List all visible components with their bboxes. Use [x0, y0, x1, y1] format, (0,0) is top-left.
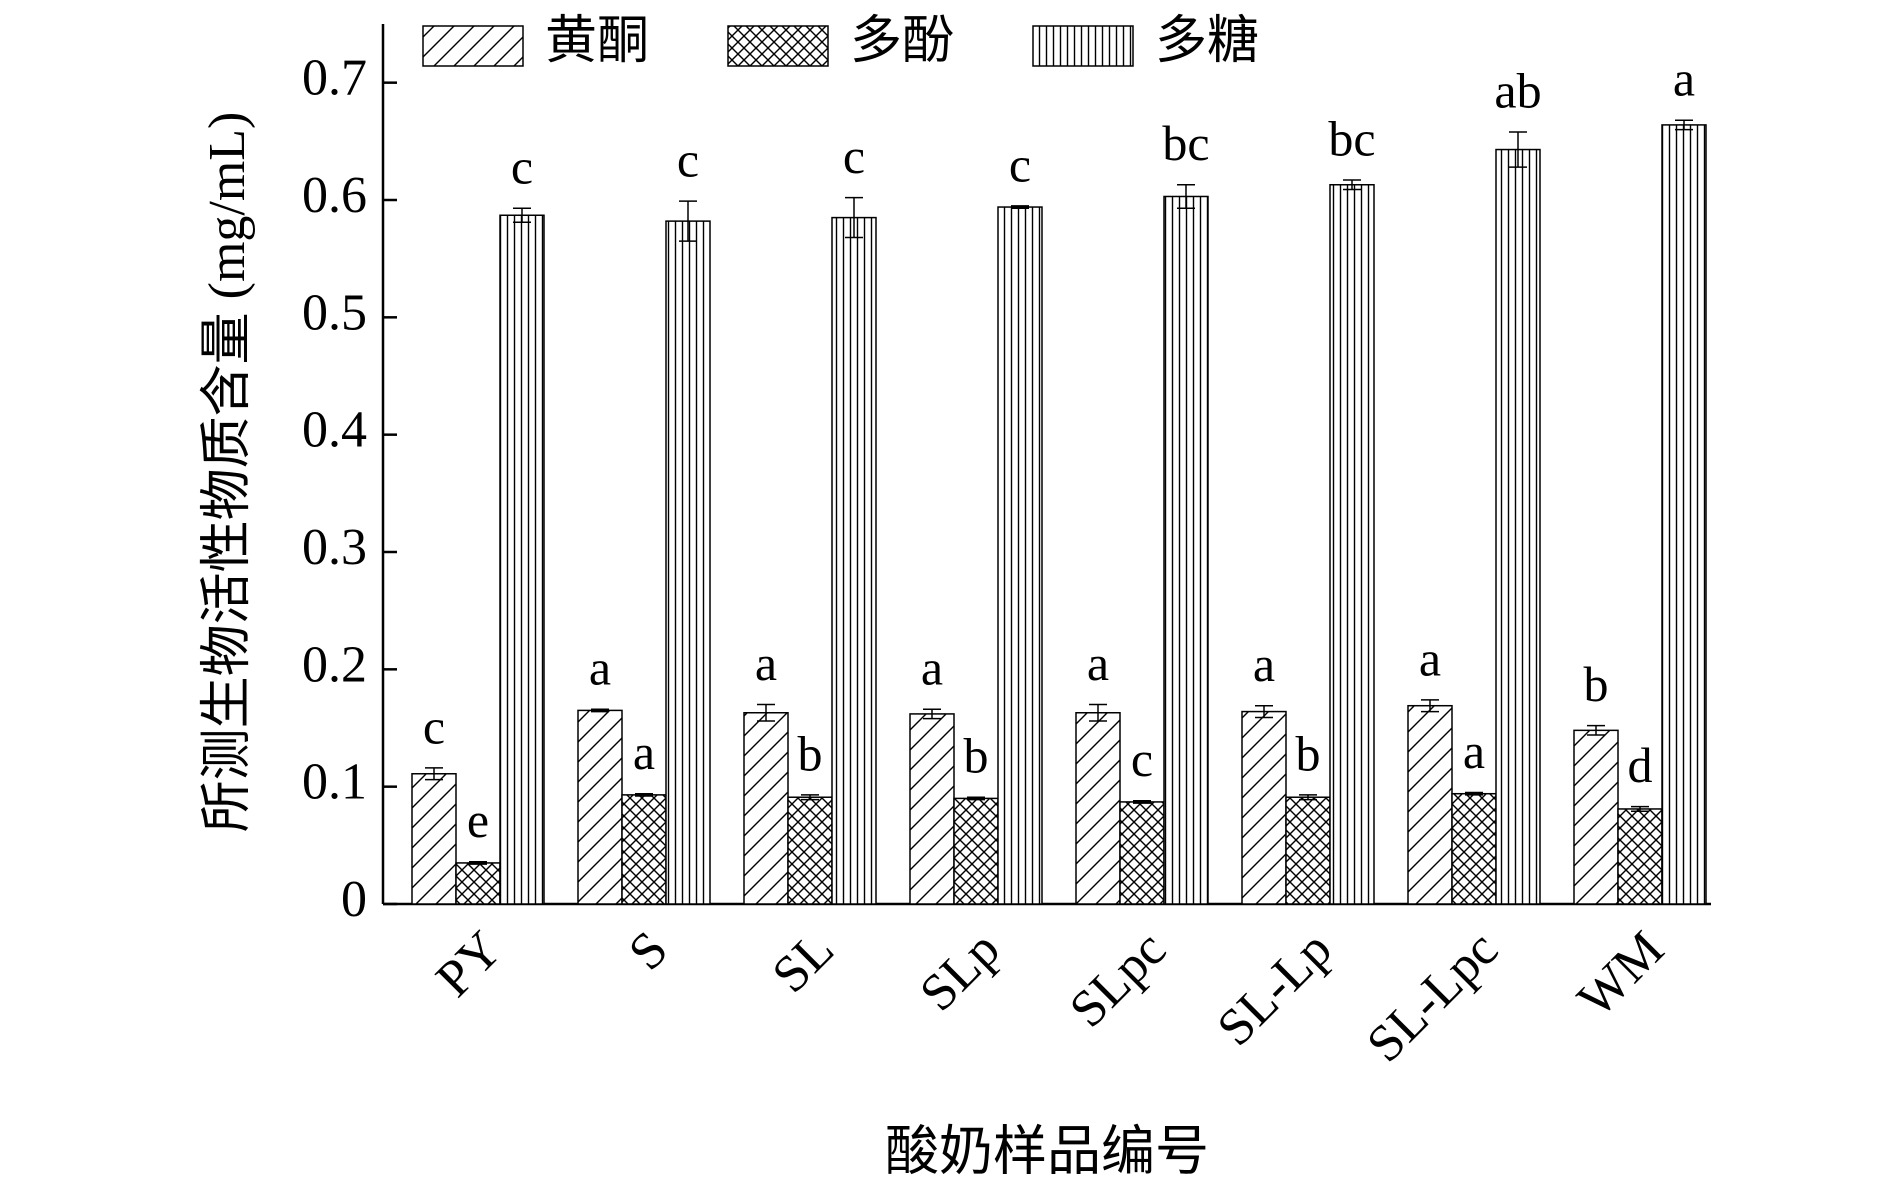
significance-label: b — [1296, 725, 1321, 781]
bar — [1495, 148, 1541, 905]
error-bar — [1631, 805, 1649, 813]
legend-swatch — [1032, 25, 1134, 67]
error-bar — [635, 792, 653, 797]
error-bar — [1133, 799, 1151, 804]
x-tick-label: SLpc — [1059, 921, 1177, 1039]
significance-label: a — [755, 635, 777, 691]
bar — [743, 711, 789, 905]
x-tick-label: SLp — [909, 921, 1011, 1023]
y-axis-title: 所测生物活性物质含量 (mg/mL) — [199, 112, 256, 833]
bar — [909, 713, 955, 905]
x-axis-title: 酸奶样品编号 — [885, 1121, 1209, 1181]
error-bar — [1587, 724, 1605, 736]
y-tick-label: 0.6 — [302, 167, 367, 224]
bar — [787, 796, 833, 905]
significance-label: b — [1584, 656, 1609, 712]
significance-label: b — [798, 725, 823, 781]
legend-label: 多糖 — [1155, 13, 1259, 70]
y-tick-label: 0.7 — [302, 50, 367, 107]
x-tick-label: PY — [426, 921, 513, 1008]
y-tick-label: 0.4 — [302, 402, 367, 459]
error-bar — [757, 703, 775, 722]
bar — [1163, 195, 1209, 905]
significance-label: bc — [1162, 115, 1209, 171]
error-bar — [425, 767, 443, 781]
bar — [499, 214, 545, 905]
bar — [665, 220, 711, 905]
bar — [577, 709, 623, 905]
bar — [621, 794, 667, 905]
x-tick-label: SL-Lpc — [1356, 921, 1509, 1074]
significance-label: c — [423, 698, 445, 754]
x-tick-label: WM — [1567, 921, 1675, 1029]
bar — [953, 797, 999, 905]
error-bar — [845, 196, 863, 239]
bar — [455, 862, 501, 905]
bar — [831, 216, 877, 905]
significance-label: c — [677, 132, 699, 188]
error-bar — [1011, 205, 1029, 209]
error-bar — [1675, 119, 1693, 131]
bar — [411, 773, 457, 905]
y-tick-label: 0.3 — [302, 519, 367, 576]
x-tick-label: S — [618, 921, 679, 982]
y-tick-label: 0.1 — [302, 754, 367, 811]
error-bar — [1509, 131, 1527, 168]
error-bar — [1465, 791, 1483, 796]
legend-swatch — [422, 25, 524, 67]
significance-label: a — [1673, 51, 1695, 107]
error-bar — [923, 708, 941, 720]
error-bar — [1255, 704, 1273, 719]
significance-label: a — [589, 640, 611, 696]
y-tick-label: 0.2 — [302, 636, 367, 693]
error-bar — [967, 796, 985, 801]
significance-label: c — [511, 139, 533, 195]
bar — [1451, 792, 1497, 905]
significance-label: a — [1419, 630, 1441, 686]
significance-label: b — [964, 728, 989, 784]
y-tick-label: 0.5 — [302, 284, 367, 341]
error-bar — [469, 861, 487, 865]
bar — [1329, 183, 1375, 905]
significance-label: bc — [1328, 111, 1375, 167]
error-bar — [1343, 179, 1361, 191]
legend-swatch — [727, 25, 829, 67]
significance-label: c — [843, 128, 865, 184]
significance-label: c — [1131, 731, 1153, 787]
significance-label: a — [1463, 723, 1485, 779]
y-tick-label: 0 — [341, 871, 367, 928]
significance-label: c — [1009, 136, 1031, 192]
significance-label: a — [921, 640, 943, 696]
error-bar — [679, 200, 697, 242]
significance-label: e — [467, 792, 489, 848]
error-bar — [591, 708, 609, 713]
bar — [1617, 808, 1663, 905]
bar — [1661, 124, 1707, 905]
bar — [997, 206, 1043, 905]
error-bar — [1299, 794, 1317, 801]
error-bar — [513, 207, 531, 224]
bar — [1285, 796, 1331, 905]
bar — [1573, 729, 1619, 905]
legend-label: 多酚 — [850, 13, 954, 70]
significance-label: ab — [1494, 62, 1541, 118]
error-bar — [1177, 183, 1195, 209]
significance-label: d — [1628, 737, 1653, 793]
bar — [1407, 704, 1453, 905]
error-bar — [1421, 699, 1439, 713]
error-bar — [801, 794, 819, 801]
legend-label: 黄酮 — [545, 13, 649, 70]
bar — [1119, 801, 1165, 905]
significance-label: a — [633, 724, 655, 780]
significance-label: a — [1087, 635, 1109, 691]
x-tick-label: SL — [762, 921, 845, 1004]
bar — [1075, 711, 1121, 905]
error-bar — [1089, 703, 1107, 722]
bar — [1241, 710, 1287, 905]
x-tick-label: SL-Lp — [1207, 921, 1343, 1057]
significance-label: a — [1253, 636, 1275, 692]
